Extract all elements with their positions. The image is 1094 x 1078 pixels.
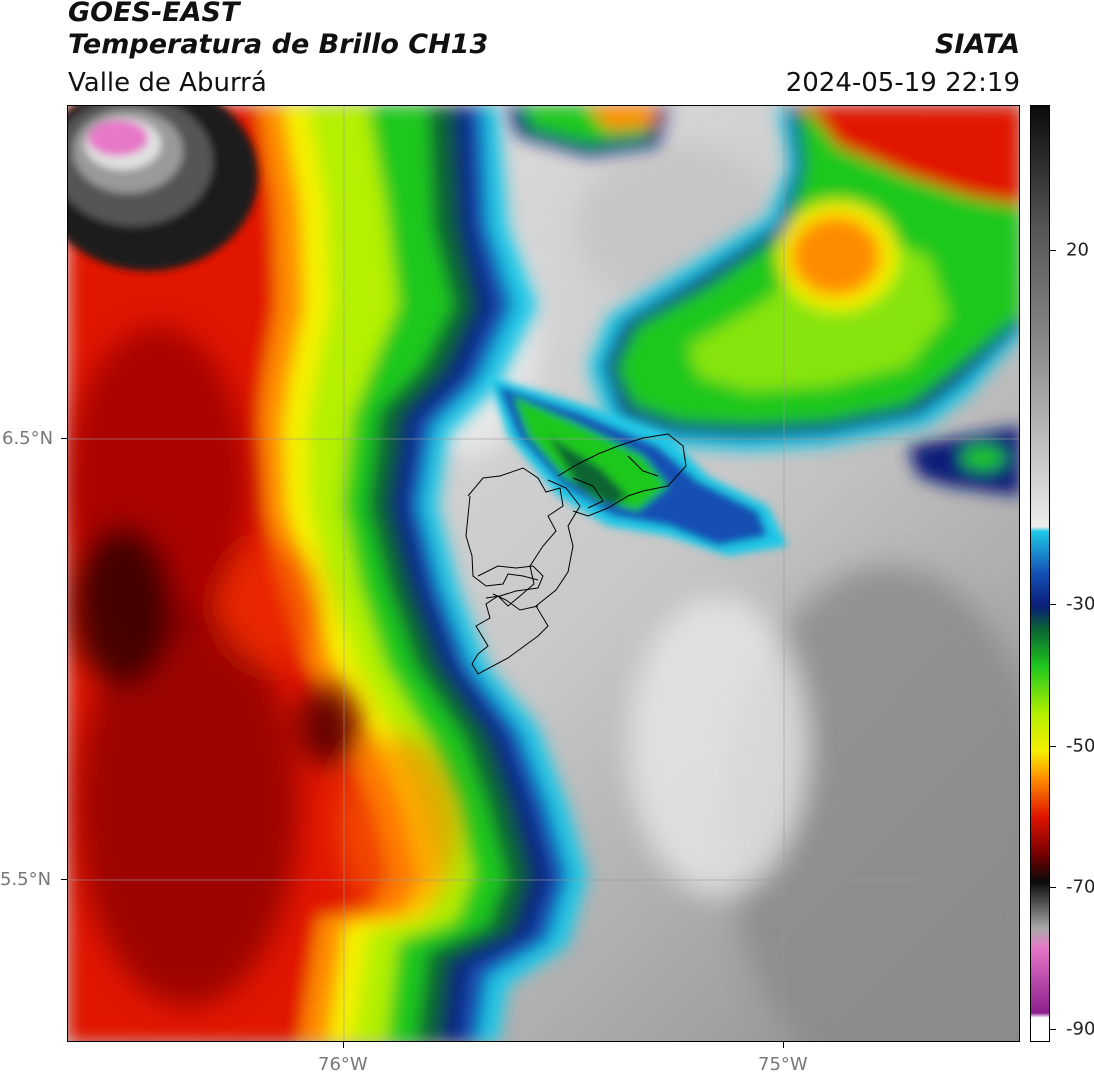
cbar-tick-20 [1050,250,1056,251]
product-title: Temperatura de Brillo CH13 [68,29,489,60]
overshooting-top [68,106,258,271]
x-tick-76w [343,1042,344,1048]
lon-label-75w: 75°W [758,1054,808,1075]
brightness-temperature-field [68,106,1019,1041]
cbar-tick-m30 [1050,604,1056,605]
dark-red-cores [68,326,458,1006]
region-subtitle: Valle de Aburrá [68,68,267,98]
municipality-outline-5 [557,433,687,517]
satellite-map [67,105,1020,1042]
municipality-outline-7 [627,455,659,477]
municipality-outline-2 [465,495,539,587]
cbar-label-m70: -70 [1066,876,1094,898]
lat-label-6-5n: 6.5°N [2,428,54,449]
cbar-label-m50: -50 [1066,735,1094,757]
cbar-label-m90: -90 [1066,1018,1094,1040]
cbar-label-20: 20 [1066,239,1089,261]
municipality-outline-1 [467,467,581,675]
municipality-outline-3 [477,565,544,599]
municipality-outline-4 [492,593,539,611]
graticule [68,106,1019,1041]
colorbar-gradient [1031,106,1049,1041]
y-tick-5-5n [61,879,67,880]
municipality-outline-6 [572,477,604,509]
satellite-title: GOES-EAST [68,0,240,28]
lon-label-76w: 76°W [318,1054,368,1075]
cbar-label-m30: -30 [1066,593,1094,615]
northeast-cloud-mass [508,106,1019,496]
municipality-boundaries [465,433,687,675]
lat-label-5-5n: 5.5°N [0,869,52,890]
colorbar [1030,105,1050,1042]
gray-texture [398,146,1019,1041]
agency-label: SIATA [934,29,1020,60]
y-tick-6-5n [61,438,67,439]
cbar-tick-m70 [1050,887,1056,888]
datetime-label: 2024-05-19 22:19 [785,68,1020,98]
cbar-tick-m90 [1050,1029,1056,1030]
x-tick-75w [783,1042,784,1048]
cbar-tick-m50 [1050,746,1056,747]
